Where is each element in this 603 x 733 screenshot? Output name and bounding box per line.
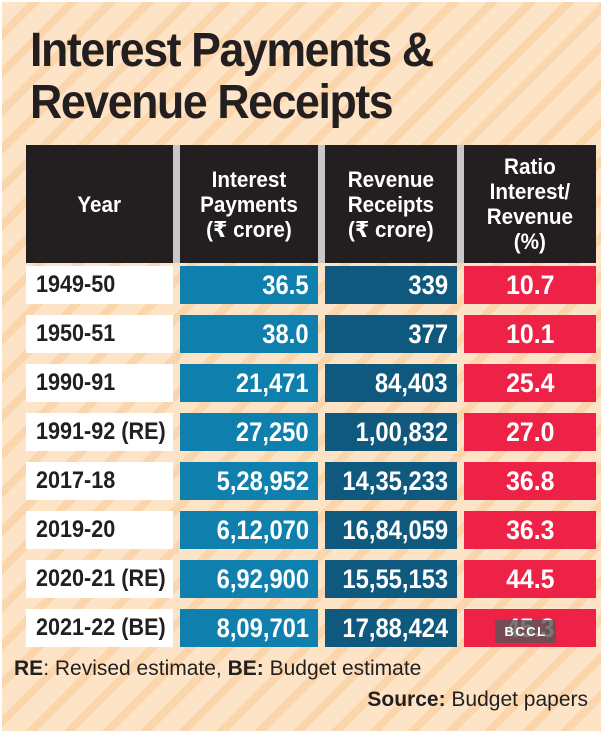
footnote-re-text: : Revised estimate,: [43, 657, 228, 680]
interest-payments-cell: 6,92,900: [180, 560, 318, 598]
year-cell: 2020-21 (RE): [26, 560, 173, 598]
table-body: 1949-50 36.5 339 10.7 1950-51 38.0 377 1…: [26, 266, 596, 647]
page-title-line1: Interest Payments &: [30, 24, 434, 77]
year-cell: 1949-50: [26, 266, 173, 304]
column-header-interest-payments: Interest Payments (₹ crore): [180, 145, 318, 263]
revenue-receipts-cell: 377: [325, 315, 457, 353]
interest-payments-cell: 21,471: [180, 364, 318, 402]
revenue-receipts-cell: 1,00,832: [325, 413, 457, 451]
source-label: Source:: [367, 688, 446, 711]
page-title-line2: Revenue Receipts: [30, 76, 394, 129]
year-cell: 1991-92 (RE): [26, 413, 173, 451]
year-cell: 1950-51: [26, 315, 173, 353]
interest-payments-cell: 8,09,701: [180, 609, 318, 647]
footnote-be-label: BE:: [227, 657, 264, 680]
year-cell: 1990-91: [26, 364, 173, 402]
ratio-cell: 27.0: [464, 413, 596, 451]
ratio-cell: 10.7: [464, 266, 596, 304]
ratio-cell: 10.1: [464, 315, 596, 353]
column-header-revenue-receipts: Revenue Receipts (₹ crore): [325, 145, 457, 263]
ratio-cell: 44.5: [464, 560, 596, 598]
interest-payments-cell: 6,12,070: [180, 511, 318, 549]
revenue-receipts-cell: 14,35,233: [325, 462, 457, 500]
footnote-be-text: Budget estimate: [263, 657, 422, 680]
revenue-receipts-cell: 15,55,153: [325, 560, 457, 598]
interest-payments-cell: 27,250: [180, 413, 318, 451]
ratio-cell: 36.8: [464, 462, 596, 500]
interest-payments-cell: 38.0: [180, 315, 318, 353]
year-cell: 2017-18: [26, 462, 173, 500]
ratio-cell: 25.4: [464, 364, 596, 402]
interest-payments-cell: 5,28,952: [180, 462, 318, 500]
year-cell: 2019-20: [26, 511, 173, 549]
revenue-receipts-cell: 16,84,059: [325, 511, 457, 549]
revenue-receipts-cell: 339: [325, 266, 457, 304]
revenue-receipts-cell: 84,403: [325, 364, 457, 402]
revenue-receipts-cell: 17,88,424: [325, 609, 457, 647]
year-cell: 2021-22 (BE): [26, 609, 173, 647]
ratio-cell: 36.3: [464, 511, 596, 549]
source-line: Source: Budget papers: [2, 687, 588, 713]
table-header-row: Year Interest Payments (₹ crore) Revenue…: [26, 145, 596, 263]
page-title: Interest Payments & Revenue Receipts: [30, 25, 601, 129]
interest-payments-cell: 36.5: [180, 266, 318, 304]
source-text: Budget papers: [445, 688, 588, 711]
column-header-year: Year: [26, 145, 173, 263]
column-header-ratio: Ratio Interest/ Revenue (%): [464, 145, 596, 263]
bccl-watermark: BCCL: [495, 620, 556, 643]
footnote-re-label: RE: [14, 657, 44, 680]
footnote: RE: Revised estimate, BE: Budget estimat…: [14, 656, 601, 682]
